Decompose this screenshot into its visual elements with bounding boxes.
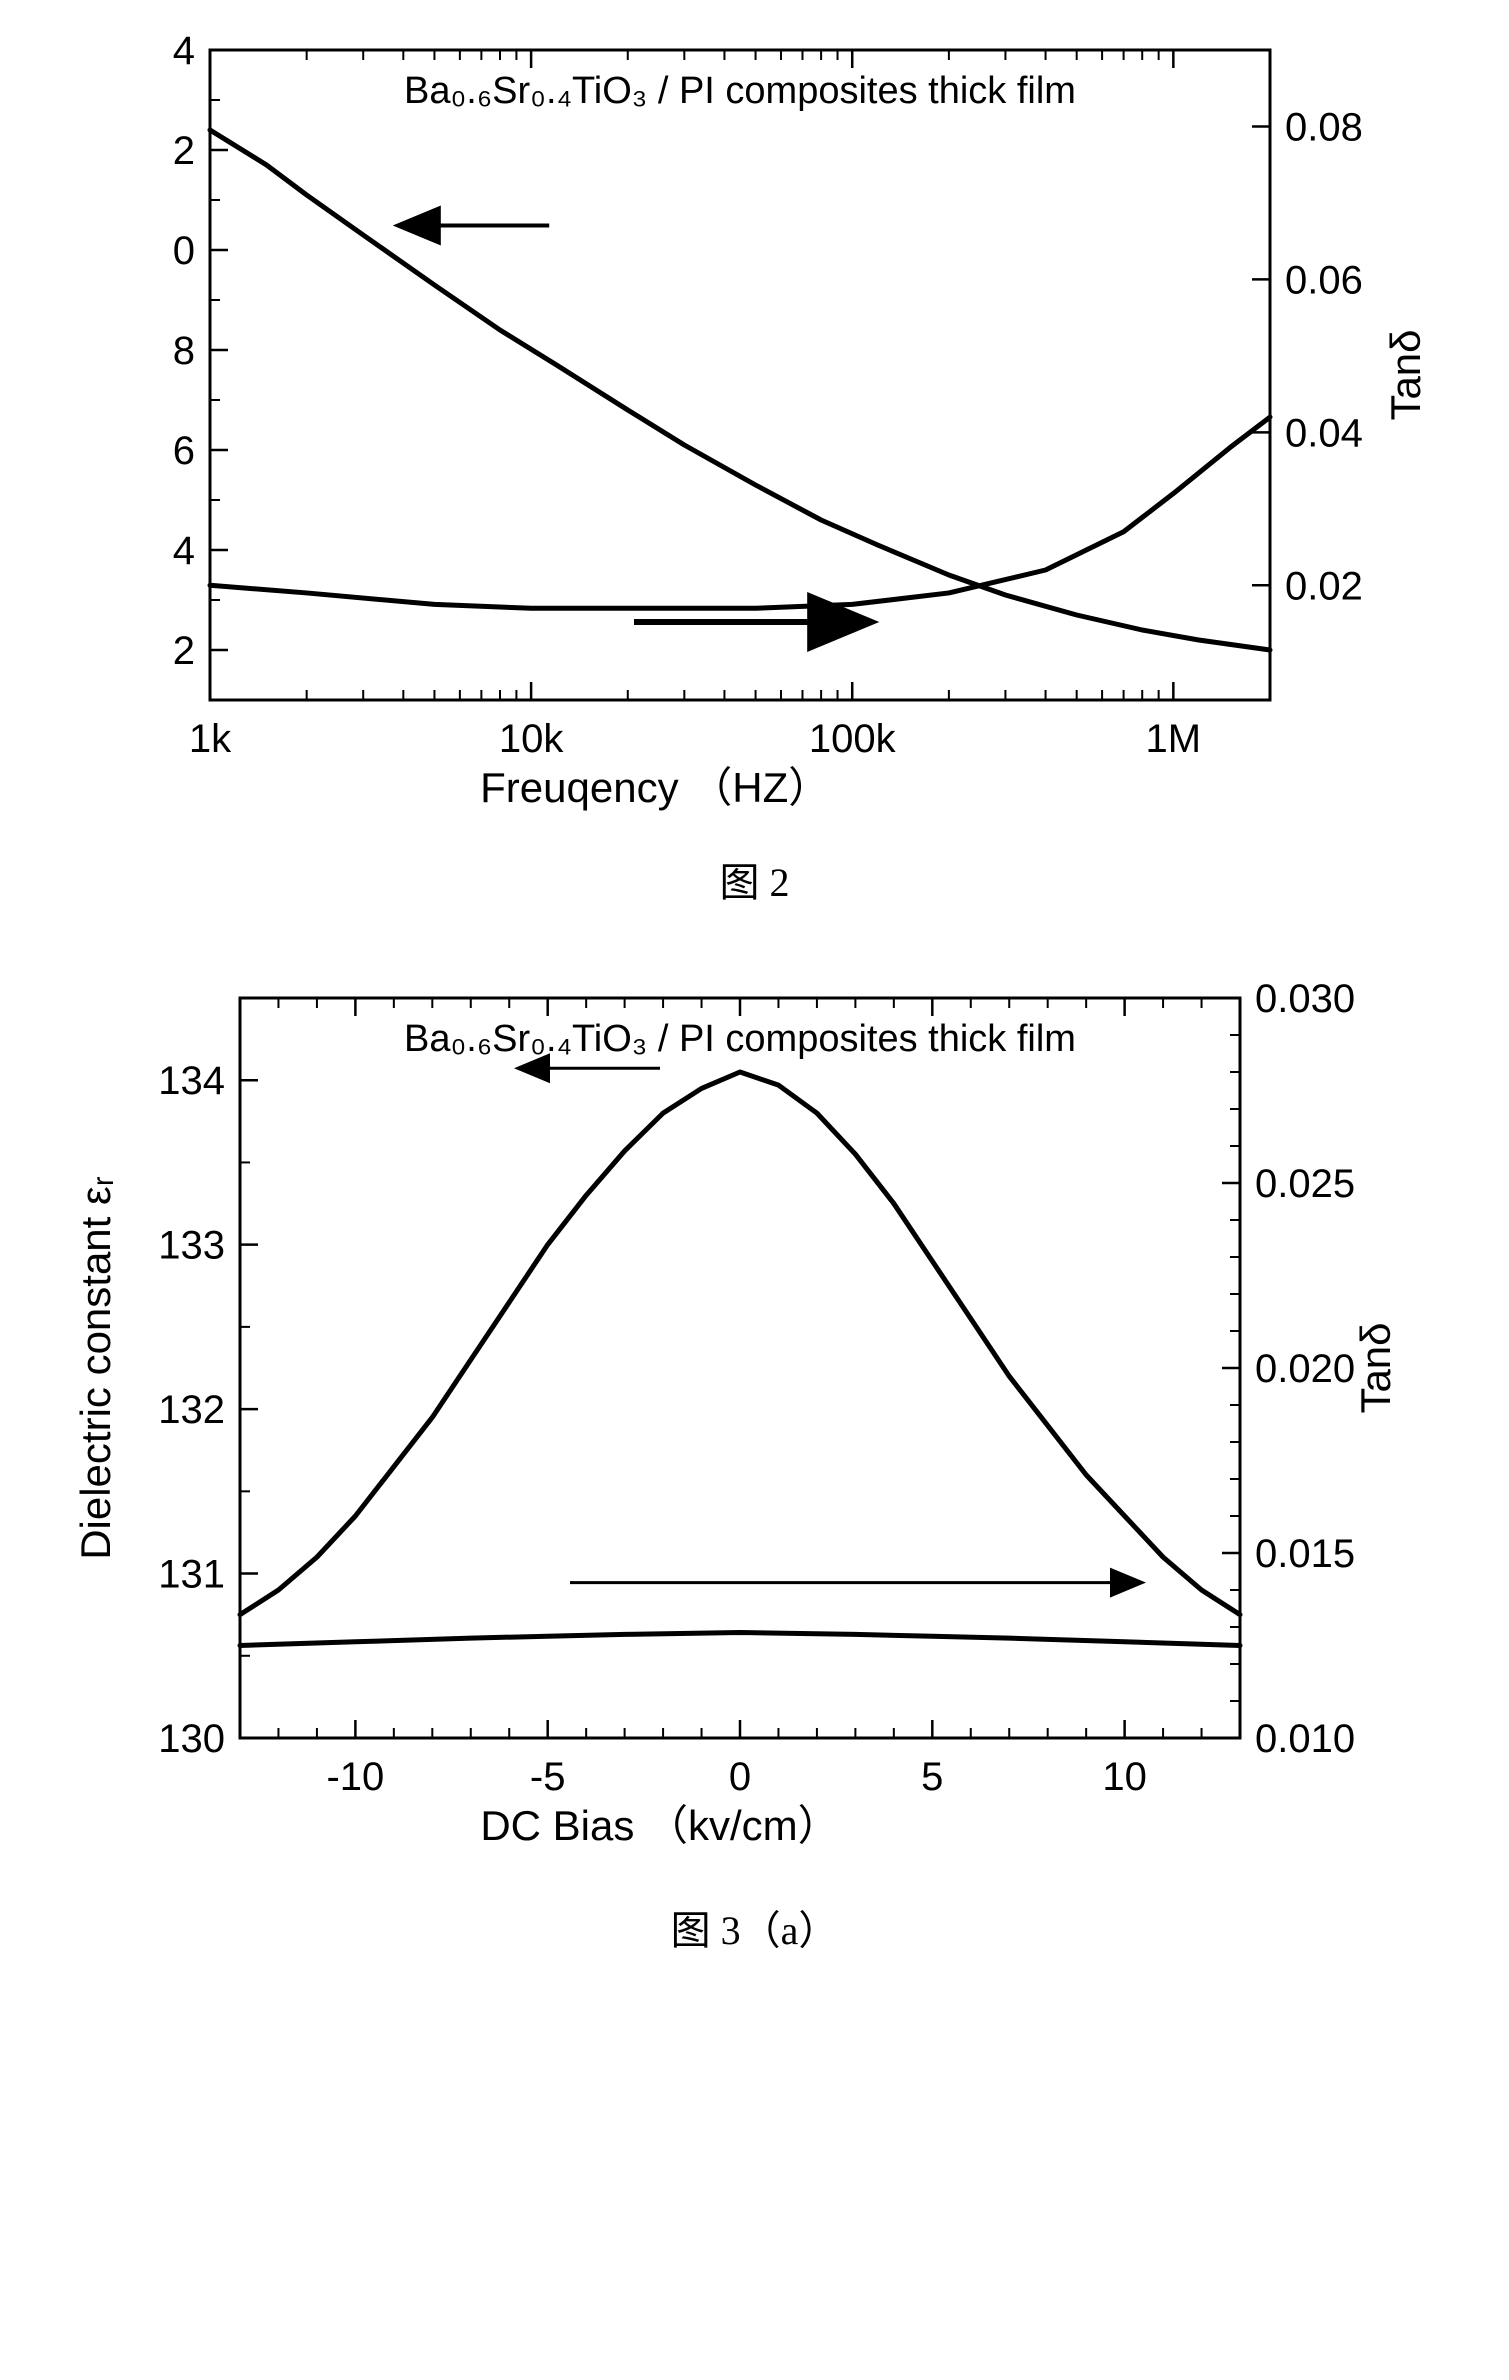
svg-text:0.04: 0.04 [1285,411,1363,455]
chart-3a-wrap: -10 -5 0 5 10 130 131 132 133 134 0.010 0.015 0.020 0… [40,968,1469,1868]
svg-text:-10: -10 [326,1755,384,1799]
svg-text:100k: 100k [809,717,897,761]
svg-text:10: 10 [1102,1755,1147,1799]
svg-text:0.025: 0.025 [1255,1162,1355,1206]
svg-text:134: 134 [158,1059,225,1103]
svg-text:0: 0 [173,229,195,273]
svg-text:0.010: 0.010 [1255,1717,1355,1761]
chart-2-wrap: 1k 10k 100k 1M 2 4 6 8 0 2 4 0.02 0.04 0.06 0.08 Freuqe… [40,20,1469,820]
figure-3a-caption: 图 3（a） [40,1898,1469,1956]
svg-text:0.08: 0.08 [1285,105,1363,149]
svg-text:131: 131 [158,1553,225,1597]
figure-3a: -10 -5 0 5 10 130 131 132 133 134 0.010 0.015 0.020 0… [40,968,1469,1956]
svg-text:DC Bias （kv/cm）: DC Bias （kv/cm） [480,1802,839,1849]
svg-text:4: 4 [173,529,195,573]
svg-text:0.02: 0.02 [1285,564,1363,608]
svg-text:10k: 10k [499,717,564,761]
figure-2-caption: 图 2 [40,850,1469,908]
chart-3a-svg: -10 -5 0 5 10 130 131 132 133 134 0.010 0.015 0.020 0… [40,968,1440,1868]
svg-text:0.030: 0.030 [1255,977,1355,1021]
svg-text:6: 6 [173,429,195,473]
svg-text:5: 5 [921,1755,943,1799]
svg-text:Ba₀.₆Sr₀.₄TiO₃ / PI composites: Ba₀.₆Sr₀.₄TiO₃ / PI composites thick fil… [404,1018,1076,1060]
svg-text:Freuqency （HZ）: Freuqency （HZ） [480,764,830,811]
svg-text:-5: -5 [530,1755,566,1799]
figure-2: 1k 10k 100k 1M 2 4 6 8 0 2 4 0.02 0.04 0.06 0.08 Freuqe… [40,20,1469,908]
svg-text:0.06: 0.06 [1285,258,1363,302]
svg-text:Tanδ: Tanδ [1382,329,1429,420]
svg-text:1k: 1k [189,717,232,761]
svg-text:Ba₀.₆Sr₀.₄TiO₃ / PI composites: Ba₀.₆Sr₀.₄TiO₃ / PI composites thick fil… [404,70,1076,112]
svg-text:133: 133 [158,1224,225,1268]
svg-text:130: 130 [158,1717,225,1761]
svg-text:8: 8 [173,329,195,373]
chart-2-svg: 1k 10k 100k 1M 2 4 6 8 0 2 4 0.02 0.04 0.06 0.08 Freuqe… [40,20,1440,820]
svg-text:Dielectric constant εᵣ: Dielectric constant εᵣ [72,1176,119,1560]
svg-text:0.020: 0.020 [1255,1347,1355,1391]
svg-text:1M: 1M [1146,717,1202,761]
svg-text:2: 2 [173,629,195,673]
svg-text:4: 4 [173,29,195,73]
svg-text:0: 0 [729,1755,751,1799]
svg-text:132: 132 [158,1388,225,1432]
svg-text:2: 2 [173,129,195,173]
svg-text:Tanδ: Tanδ [1352,1322,1399,1413]
svg-text:0.015: 0.015 [1255,1532,1355,1576]
